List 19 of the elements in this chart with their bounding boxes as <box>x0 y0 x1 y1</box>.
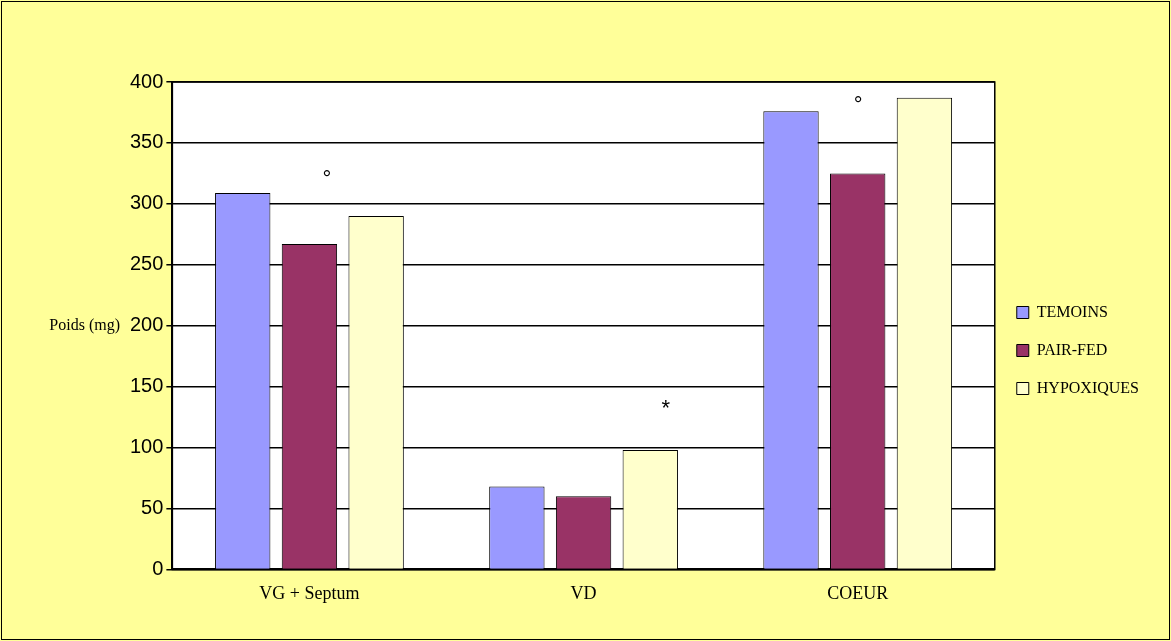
y-tick-label: 200 <box>129 313 164 336</box>
x-tick-label: VG + Septum <box>259 582 360 603</box>
annotation: ° <box>322 165 332 191</box>
x-tick-label: VD <box>570 582 597 603</box>
y-tick-label: 0 <box>152 556 164 579</box>
legend-label: HYPOXIQUES <box>1036 378 1140 396</box>
y-tick-label: 100 <box>129 435 164 458</box>
legend-label: PAIR-FED <box>1036 340 1108 358</box>
annotation: * <box>661 394 671 420</box>
y-tick-label: 400 <box>129 69 164 92</box>
legend-label: TEMOINS <box>1036 302 1108 320</box>
y-tick-label: 150 <box>129 374 164 397</box>
y-axis-title: Poids (mg) <box>49 315 120 334</box>
y-tick-label: 50 <box>141 495 164 518</box>
y-tick-label: 350 <box>129 130 164 153</box>
annotation: ° <box>853 92 863 118</box>
y-tick-label: 300 <box>129 191 164 214</box>
x-tick-label: COEUR <box>827 582 889 603</box>
y-tick-label: 250 <box>129 252 164 275</box>
